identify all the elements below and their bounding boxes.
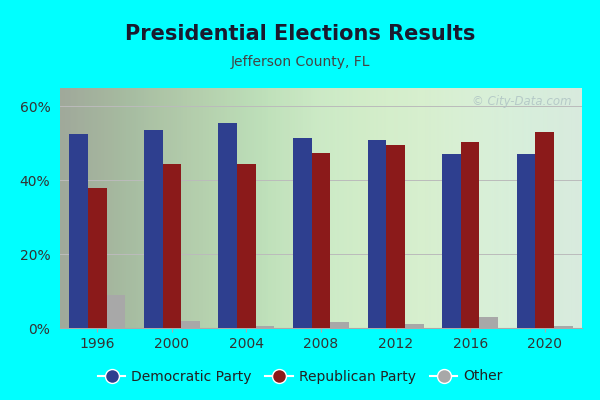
Bar	[144, 130, 163, 328]
Bar	[461, 142, 479, 328]
Bar	[479, 317, 498, 328]
Bar	[442, 154, 461, 328]
Text: Jefferson County, FL: Jefferson County, FL	[230, 55, 370, 69]
Bar	[88, 188, 107, 328]
Bar	[256, 326, 274, 328]
Bar	[368, 140, 386, 328]
Bar	[535, 132, 554, 328]
Bar	[218, 123, 237, 328]
Bar	[386, 145, 405, 328]
Bar	[331, 322, 349, 328]
Legend: Democratic Party, Republican Party, Other: Democratic Party, Republican Party, Othe…	[92, 364, 508, 389]
Bar	[293, 138, 311, 328]
Text: Presidential Elections Results: Presidential Elections Results	[125, 24, 475, 44]
Bar	[107, 295, 125, 328]
Bar	[237, 164, 256, 328]
Bar	[70, 134, 88, 328]
Bar	[405, 324, 424, 328]
Bar	[554, 326, 572, 328]
Text: © City-Data.com: © City-Data.com	[472, 95, 572, 108]
Bar	[181, 321, 200, 328]
Bar	[517, 154, 535, 328]
Bar	[311, 153, 331, 328]
Bar	[163, 164, 181, 328]
